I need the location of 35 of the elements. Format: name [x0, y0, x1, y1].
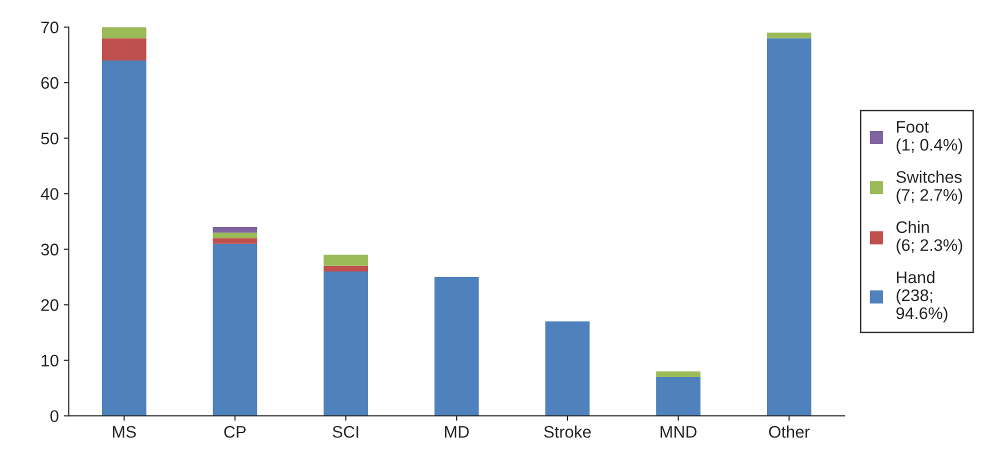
bar: [766, 32, 812, 38]
y-tick-label: 10: [42, 354, 58, 367]
x-tick-label: MS: [113, 426, 136, 438]
legend-label: Hand (238; 94.6%): [896, 270, 948, 322]
x-tick-label: Other: [769, 426, 810, 438]
bar: [212, 238, 258, 244]
x-tick-label: Stroke: [544, 426, 591, 438]
bar: [656, 371, 700, 377]
bar: [434, 277, 479, 416]
bar: [212, 232, 258, 238]
bar: [324, 266, 368, 272]
x-tick-label: CP: [224, 426, 246, 438]
y-tick-label: 0: [50, 410, 58, 422]
legend-label: Switches (7; 2.7%): [896, 170, 962, 204]
y-tick-label: 50: [41, 132, 58, 144]
x-tick-label: MD: [445, 426, 469, 438]
bar: [656, 376, 700, 416]
legend-label: Foot (1; 0.4%): [896, 121, 962, 154]
y-tick-label: 40: [40, 188, 58, 200]
bar: [545, 321, 590, 416]
bar: [102, 27, 146, 38]
bar: [324, 254, 368, 266]
bar: [102, 38, 146, 60]
y-tick-label: 20: [41, 299, 58, 311]
x-tick-label: MND: [660, 426, 696, 438]
bar: [324, 271, 368, 416]
legend-label: Chin (6; 2.3%): [896, 220, 962, 254]
bar: [212, 244, 258, 416]
x-tick-label: SCI: [332, 426, 358, 438]
bar: [766, 38, 812, 416]
y-tick-label: 60: [41, 77, 58, 89]
y-tick-label: 30: [41, 244, 58, 256]
bar: [212, 227, 258, 233]
bar: [102, 60, 146, 416]
y-tick-label: 70: [41, 22, 58, 34]
